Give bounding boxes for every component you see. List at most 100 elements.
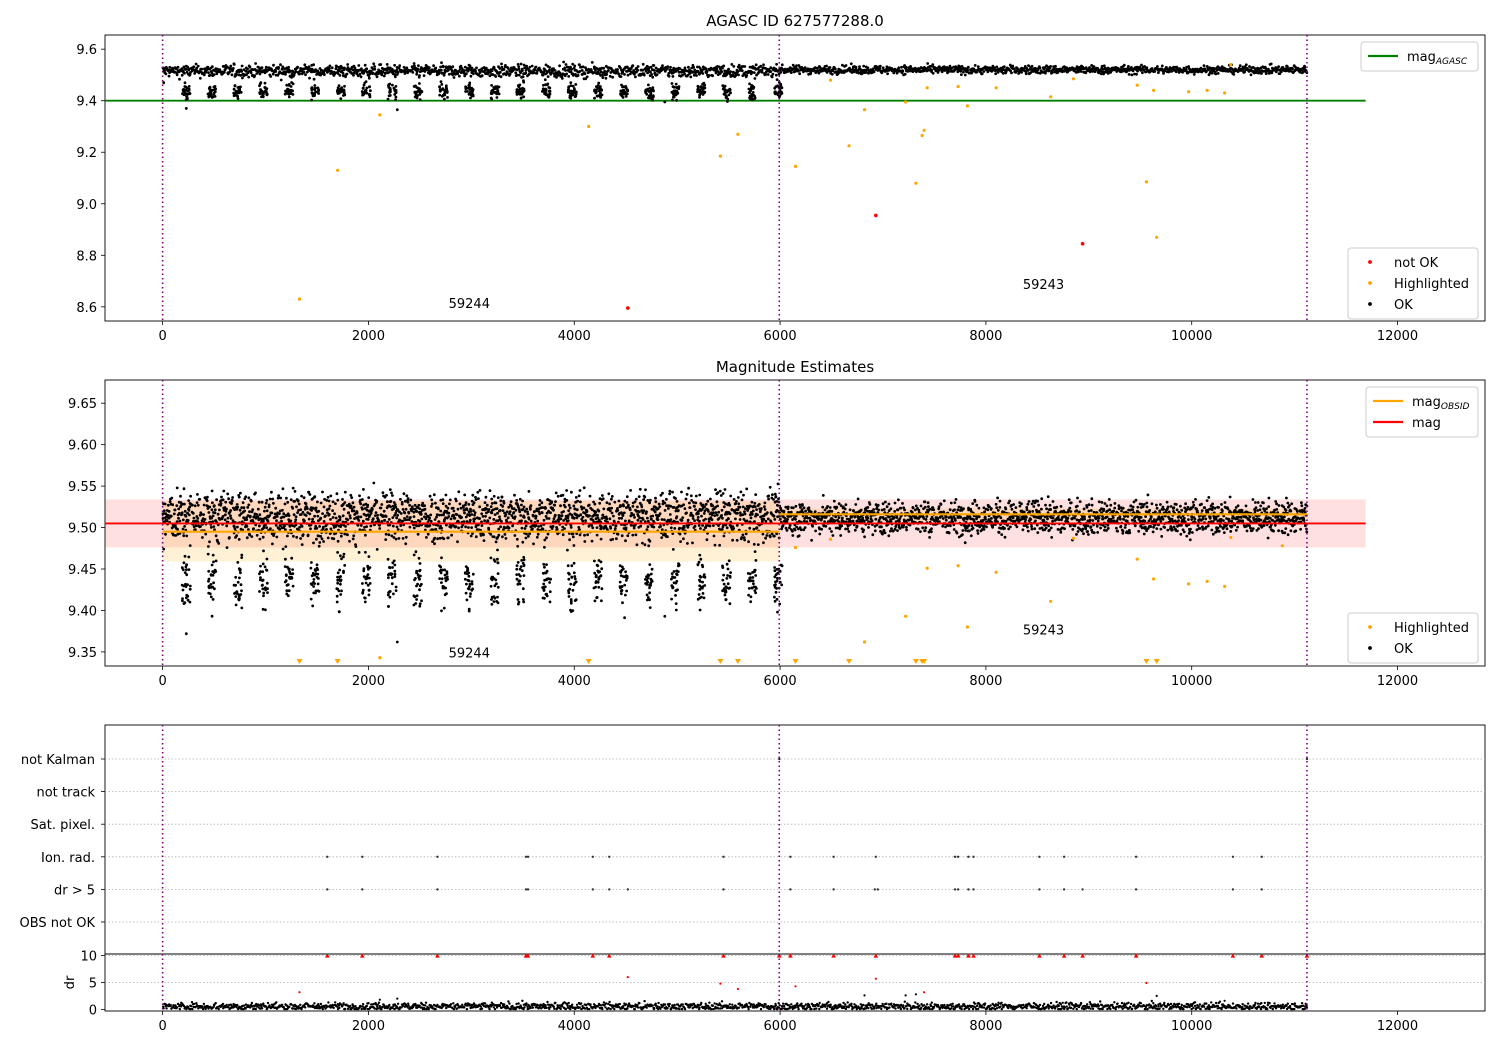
ok-point (720, 508, 724, 512)
ok-point (389, 505, 392, 509)
ok-point (177, 507, 181, 511)
ok-point (556, 73, 560, 77)
ok-point (753, 501, 757, 505)
ok-point (966, 65, 970, 69)
ok-point (809, 71, 813, 74)
ok-point (242, 506, 246, 510)
ok-point (897, 66, 901, 70)
ok-point (329, 518, 332, 521)
ok-point (931, 63, 935, 67)
ok-point (427, 66, 431, 70)
ok-point (179, 494, 182, 498)
ok-point (901, 69, 905, 73)
ok-point (454, 69, 458, 72)
ok-point (270, 511, 274, 515)
ok-point (463, 74, 467, 78)
ok-point (650, 517, 653, 521)
ok-point (694, 508, 697, 511)
ok-point (532, 542, 535, 546)
ok-point (415, 95, 419, 98)
ok-point (743, 510, 746, 514)
ok-point (552, 508, 555, 512)
ok-point (551, 525, 555, 528)
ok-point (343, 501, 347, 504)
ok-point (750, 500, 754, 504)
ok-point (515, 73, 519, 77)
ok-point (548, 68, 551, 72)
ok-point (287, 65, 290, 69)
highlighted-point (1071, 77, 1075, 81)
ok-point (241, 501, 245, 504)
ok-point (1249, 73, 1253, 77)
ok-point (258, 82, 262, 86)
ok-point (452, 76, 456, 79)
ok-point (676, 91, 679, 95)
ok-point (636, 518, 640, 522)
ok-point (470, 526, 473, 529)
ok-point (562, 60, 565, 64)
ok-point (672, 92, 676, 96)
highlighted-point (828, 78, 833, 82)
ok-point (547, 517, 551, 520)
ok-point (265, 509, 269, 513)
ok-point (183, 71, 186, 75)
ok-point (294, 515, 298, 519)
ok-point (456, 540, 459, 544)
ok-point (442, 537, 446, 541)
ok-point (393, 93, 397, 96)
ok-point (176, 528, 180, 531)
ok-point (385, 493, 388, 497)
ok-point (529, 519, 533, 523)
ok-point (429, 519, 433, 523)
ok-point (643, 495, 647, 499)
ok-point (560, 514, 564, 518)
ok-point (191, 511, 195, 515)
ok-point (422, 74, 426, 77)
ok-point (289, 519, 293, 523)
ok-point (307, 517, 311, 521)
ok-point (211, 501, 214, 505)
ok-point (352, 509, 356, 513)
ok-point (753, 520, 756, 523)
ok-point (260, 500, 264, 504)
ok-point (382, 74, 386, 78)
ok-point (515, 499, 519, 502)
ok-point (542, 71, 545, 75)
ok-point (183, 85, 187, 88)
ok-point (339, 97, 343, 100)
ok-point (386, 97, 390, 101)
ok-point (403, 511, 407, 515)
ok-point (428, 524, 432, 527)
ok-point (210, 508, 214, 512)
ok-point (290, 89, 294, 92)
ok-point (343, 66, 346, 70)
ok-point (296, 499, 300, 503)
ok-point (574, 496, 578, 499)
ok-point (498, 515, 501, 519)
ok-point (388, 89, 392, 93)
ok-point (173, 508, 177, 512)
ok-point (399, 512, 403, 515)
ok-point (472, 501, 476, 505)
ok-point (693, 68, 697, 72)
highlighted-point (956, 84, 960, 89)
ok-point (396, 71, 400, 74)
legend-label: not OK (1394, 256, 1439, 271)
ok-point (292, 513, 296, 517)
ok-point (441, 498, 445, 502)
ok-point (261, 95, 265, 99)
highlighted-point (922, 128, 926, 132)
ok-point (365, 525, 368, 528)
ok-point (294, 518, 298, 522)
ok-point (613, 500, 617, 504)
ok-point (202, 503, 206, 507)
ok-point (338, 74, 342, 77)
ok-point (632, 526, 636, 530)
ok-point (494, 540, 498, 544)
x-tick-label: 2000 (352, 329, 385, 344)
highlighted-point (1205, 88, 1209, 92)
ok-point (361, 92, 365, 95)
ok-point (854, 65, 858, 69)
ok-point (503, 533, 507, 536)
ok-point (435, 515, 438, 519)
